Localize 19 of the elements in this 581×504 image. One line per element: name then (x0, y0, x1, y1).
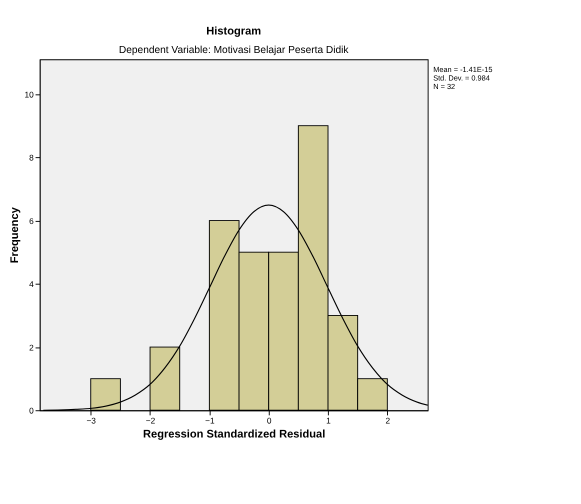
x-tick-label: −1 (205, 416, 215, 426)
y-tick-label: 4 (29, 279, 34, 290)
y-tick-label: 2 (29, 342, 34, 352)
y-tick-label: 0 (29, 406, 34, 416)
x-tick-label: −3 (86, 416, 96, 426)
text: N = 32 (433, 82, 456, 91)
chart-title: Histogram (206, 25, 262, 38)
text: Std. Dev. = 0.984 (433, 74, 490, 83)
x-tick-label: 1 (326, 416, 332, 426)
x-tick-label: 0 (266, 416, 272, 426)
x-tick-label: 2 (385, 416, 390, 426)
x-tick-label: −2 (146, 416, 156, 426)
y-axis-title: Frequency (9, 206, 21, 264)
chart-subtitle: Dependent Variable: Motivasi Belajar Peserta Didik (118, 44, 350, 56)
y-tick-label: 8 (29, 152, 34, 163)
y-tick-label: 6 (29, 216, 34, 226)
x-axis-title: Regression Standardized Residual (143, 428, 326, 441)
text: Mean = -1.41E-15 (433, 65, 492, 74)
y-tick-label: 10 (24, 89, 34, 100)
